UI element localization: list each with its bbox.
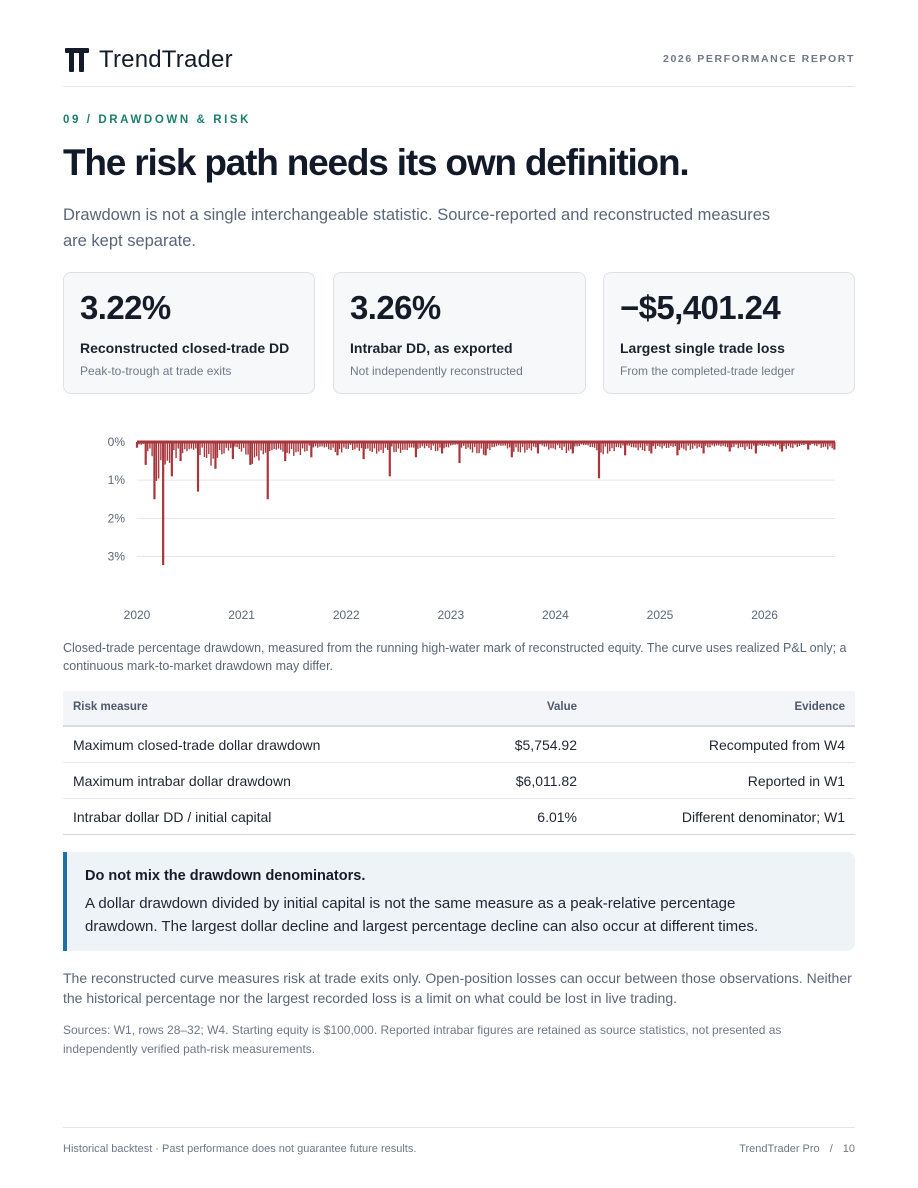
table-header: Risk measure Value Evidence [63, 691, 855, 727]
kpi-value: 3.22% [80, 289, 171, 326]
footer-right: TrendTrader Pro / 10 [739, 1143, 855, 1155]
page-footer: Historical backtest · Past performance d… [63, 1127, 855, 1168]
risk-note: The reconstructed curve measures risk at… [63, 970, 852, 1006]
footer-disclaimer: Historical backtest · Past performance d… [63, 1143, 417, 1155]
sources-note: Sources: W1, rows 28–32; W4. Starting eq… [63, 1023, 782, 1056]
warning-callout: Do not mix the drawdown denominators. A … [63, 852, 855, 951]
callout-heading: Do not mix the drawdown denominators. [85, 868, 366, 884]
kpi-card-closed-trade-dd: 3.22% Reconstructed closed-trade DD Peak… [63, 272, 315, 394]
kpi-sub: Not independently reconstructed [350, 364, 523, 378]
page-header: TrendTrader 2026 PERFORMANCE REPORT [63, 44, 855, 87]
kpi-label: Reconstructed closed-trade DD [80, 340, 290, 356]
y-tick-label: 2% [108, 511, 126, 525]
report-page: TrendTrader 2026 PERFORMANCE REPORT 09 /… [63, 0, 855, 1188]
kpi-sub: Peak-to-trough at trade exits [80, 364, 232, 378]
x-tick-label: 2023 [437, 608, 464, 622]
column-header-value: Value [546, 701, 577, 713]
kpi-card-largest-loss: −$5,401.24 Largest single trade loss Fro… [603, 272, 855, 394]
cell-value: $5,754.92 [514, 737, 577, 753]
y-tick-label: 1% [108, 473, 126, 487]
footer-separator: / [829, 1143, 833, 1155]
kpi-label: Largest single trade loss [620, 340, 785, 356]
chart-caption: Closed-trade percentage drawdown, measur… [63, 641, 847, 673]
footer-product: TrendTrader Pro [739, 1143, 820, 1155]
x-tick-label: 2024 [542, 608, 569, 622]
x-tick-label: 2022 [333, 608, 360, 622]
page-title: The risk path needs its own definition. [63, 142, 690, 183]
table-row: Intrabar dollar DD / initial capital 6.0… [63, 799, 855, 835]
x-tick-label: 2025 [647, 608, 674, 622]
y-tick-label: 3% [108, 550, 126, 564]
section-lede: Drawdown is not a single interchangeable… [63, 206, 771, 250]
column-header-evidence: Evidence [794, 701, 846, 713]
drawdown-chart-svg: 0% 1% 2% 3% 2020 2021 2022 2023 2024 2025 2026 [108, 435, 836, 622]
kpi-value: −$5,401.24 [620, 289, 781, 326]
x-tick-label: 2020 [124, 608, 151, 622]
cell-measure: Maximum closed‑trade dollar drawdown [73, 737, 321, 753]
page-number: 10 [842, 1143, 855, 1155]
column-header-measure: Risk measure [73, 701, 148, 713]
drawdown-chart: 0% 1% 2% 3% 2020 2021 2022 2023 2024 2025 2026 [63, 426, 855, 626]
x-tick-label: 2026 [751, 608, 778, 622]
brand: TrendTrader [65, 46, 233, 74]
kpi-cards: 3.22% Reconstructed closed-trade DD Peak… [63, 272, 855, 396]
risk-table: Risk measure Value Evidence Maximum clos… [63, 691, 855, 835]
cell-measure: Maximum intrabar dollar drawdown [73, 773, 291, 789]
kpi-sub: From the completed-trade ledger [620, 364, 795, 378]
callout-body: A dollar drawdown divided by initial cap… [85, 895, 759, 935]
table-row: Maximum intrabar dollar drawdown $6,011.… [63, 763, 855, 799]
cell-value: $6,011.82 [515, 773, 577, 789]
y-tick-label: 0% [108, 435, 126, 449]
kpi-card-intrabar-dd: 3.26% Intrabar DD, as exported Not indep… [333, 272, 586, 394]
section-eyebrow: 09 / DRAWDOWN & RISK [63, 114, 252, 126]
cell-evidence: Different denominator; W1 [681, 809, 845, 825]
x-tick-label: 2021 [228, 608, 255, 622]
trendtrader-logo-icon [65, 48, 89, 72]
cell-value: 6.01% [537, 809, 577, 825]
brand-name: TrendTrader [99, 46, 233, 73]
table-row: Maximum closed‑trade dollar drawdown $5,… [63, 727, 855, 763]
kpi-label: Intrabar DD, as exported [350, 340, 513, 356]
cell-evidence: Recomputed from W4 [708, 737, 845, 753]
report-label: 2026 PERFORMANCE REPORT [663, 53, 855, 65]
cell-evidence: Reported in W1 [747, 773, 845, 789]
cell-measure: Intrabar dollar DD / initial capital [73, 809, 272, 825]
kpi-value: 3.26% [350, 289, 441, 326]
